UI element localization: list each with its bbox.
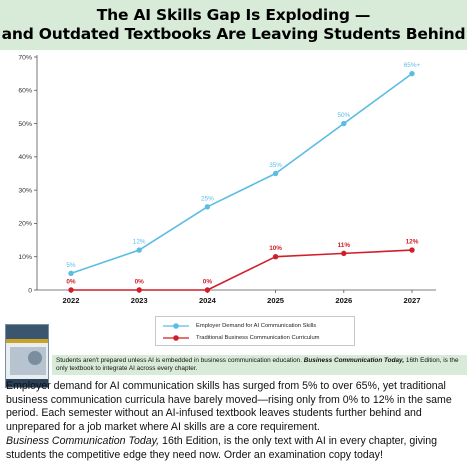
body-paragraph-2: Business Communication Today, 16th Editi… [6, 435, 464, 462]
data-label-employer-demand: 65%+ [404, 62, 421, 69]
data-label-traditional-curriculum: 0% [66, 279, 76, 286]
data-label-traditional-curriculum: 11% [338, 242, 351, 249]
series-line-traditional-curriculum [71, 249, 413, 291]
title-band: The AI Skills Gap Is Exploding — and Out… [0, 0, 467, 50]
y-tick-label: 50% [18, 121, 32, 128]
data-point-traditional-curriculum [136, 287, 142, 293]
data-label-employer-demand: 5% [66, 262, 76, 269]
series-group: 5% 12% 25% 35% 50% 65%+ 0% 0% 0% 10% 11% 12% [66, 62, 421, 293]
data-point-traditional-curriculum [409, 247, 415, 253]
x-tick-label: 2022 [63, 296, 80, 305]
y-tick-labels: 0 10% 20% 30% 40% 50% 60% 70% [18, 54, 37, 294]
x-tick-label: 2026 [335, 296, 352, 305]
data-point-employer-demand [409, 70, 415, 77]
legend-entry-traditional-curriculum: Traditional Business Communication Curri… [162, 332, 320, 344]
line-chart: 0 10% 20% 30% 40% 50% 60% 70% 2022 2023 2024 2025 2… [0, 50, 467, 355]
body-paragraph-2-text: 16th Edition, is the only text with AI i… [6, 434, 438, 461]
y-tick-label: 60% [18, 88, 32, 95]
series-line-employer-demand [70, 72, 413, 275]
y-tick-label: 40% [18, 154, 32, 161]
data-point-traditional-curriculum [68, 287, 74, 293]
x-tick-labels: 2022 2023 2024 2025 2026 2027 [63, 290, 421, 305]
data-point-employer-demand [272, 170, 279, 177]
legend-label-employer-demand: Employer Demand for AI Communication Ski… [196, 323, 317, 329]
legend-entry-employer-demand: Employer Demand for AI Communication Ski… [162, 320, 316, 332]
x-tick-label: 2024 [199, 296, 217, 305]
data-point-employer-demand [68, 270, 74, 277]
data-label-employer-demand: 50% [337, 112, 350, 119]
body-paragraph-1: Employer demand for AI communication ski… [6, 380, 452, 434]
line-marker-icon [163, 323, 189, 329]
note-book-title: Business Communication Today, [303, 357, 405, 364]
body-book-title: Business Communication Today, [6, 434, 160, 447]
x-tick-label: 2025 [267, 296, 285, 305]
data-label-employer-demand: 25% [201, 195, 214, 202]
data-point-traditional-curriculum [204, 287, 211, 293]
line-marker-icon [163, 335, 189, 341]
data-label-employer-demand: 35% [269, 162, 282, 169]
legend-label-traditional-curriculum: Traditional Business Communication Curri… [196, 335, 320, 341]
title-line-2: and Outdated Textbooks Are Leaving Stude… [1, 25, 466, 43]
x-tick-label: 2023 [131, 296, 148, 305]
data-label-employer-demand: 12% [133, 239, 146, 246]
data-label-traditional-curriculum: 10% [269, 245, 282, 252]
chart-legend: Employer Demand for AI Communication Ski… [155, 316, 355, 346]
data-label-traditional-curriculum: 0% [135, 279, 145, 286]
data-point-employer-demand [341, 120, 347, 127]
x-tick-label: 2027 [404, 296, 421, 305]
data-label-traditional-curriculum: 0% [203, 279, 213, 286]
note-banner: Students aren't prepared unless AI is em… [52, 355, 467, 375]
data-label-traditional-curriculum: 12% [406, 239, 419, 246]
y-tick-label: 10% [18, 254, 32, 261]
chart-canvas: 010%20%30%40%50%60%70% 2022 2023 2024 2025 2… [18, 54, 436, 305]
data-point-traditional-curriculum [272, 254, 279, 260]
y-tick-label: 70% [18, 54, 32, 61]
note-tail: 16th Edition, is the only textbook to in… [56, 357, 459, 372]
body-copy: Employer demand for AI communication ski… [6, 380, 464, 462]
y-tick-label: 30% [18, 187, 32, 194]
title-line-1: The AI Skills Gap Is Exploding — [96, 6, 371, 24]
note-text: Students aren't prepared unless AI is em… [56, 357, 304, 364]
data-point-traditional-curriculum [341, 250, 347, 257]
data-point-employer-demand [136, 247, 142, 253]
y-tick-label: 0 [28, 287, 32, 294]
data-point-employer-demand [204, 204, 211, 210]
y-tick-label: 20% [18, 221, 32, 228]
textbook-cover-icon [5, 324, 49, 388]
